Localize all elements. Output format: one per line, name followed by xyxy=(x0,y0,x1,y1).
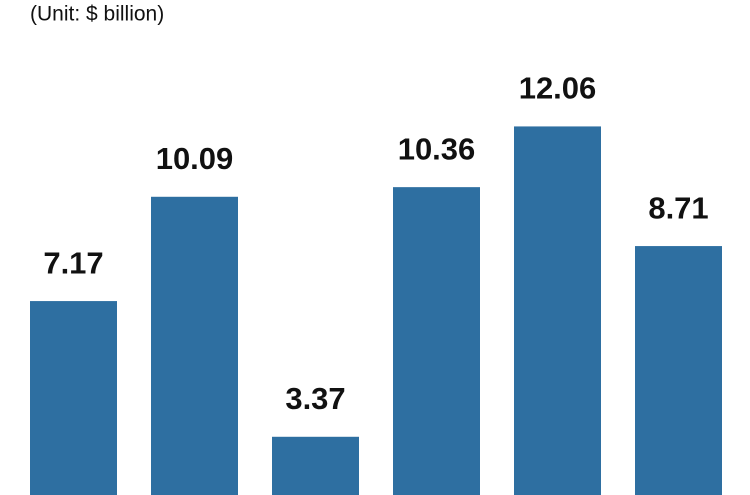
value-label: 12.06 xyxy=(519,71,597,106)
bar xyxy=(635,246,722,495)
bar xyxy=(514,126,601,495)
value-label: 8.71 xyxy=(648,190,708,225)
value-label: 7.17 xyxy=(43,245,103,280)
value-label: 10.09 xyxy=(156,141,234,176)
bar xyxy=(151,196,238,495)
bar xyxy=(393,187,480,495)
value-label: 10.36 xyxy=(398,131,476,166)
chart-subtitle: (Unit: $ billion) xyxy=(30,3,164,26)
bar xyxy=(30,301,117,495)
bar xyxy=(272,436,359,495)
value-label: 3.37 xyxy=(285,381,345,416)
